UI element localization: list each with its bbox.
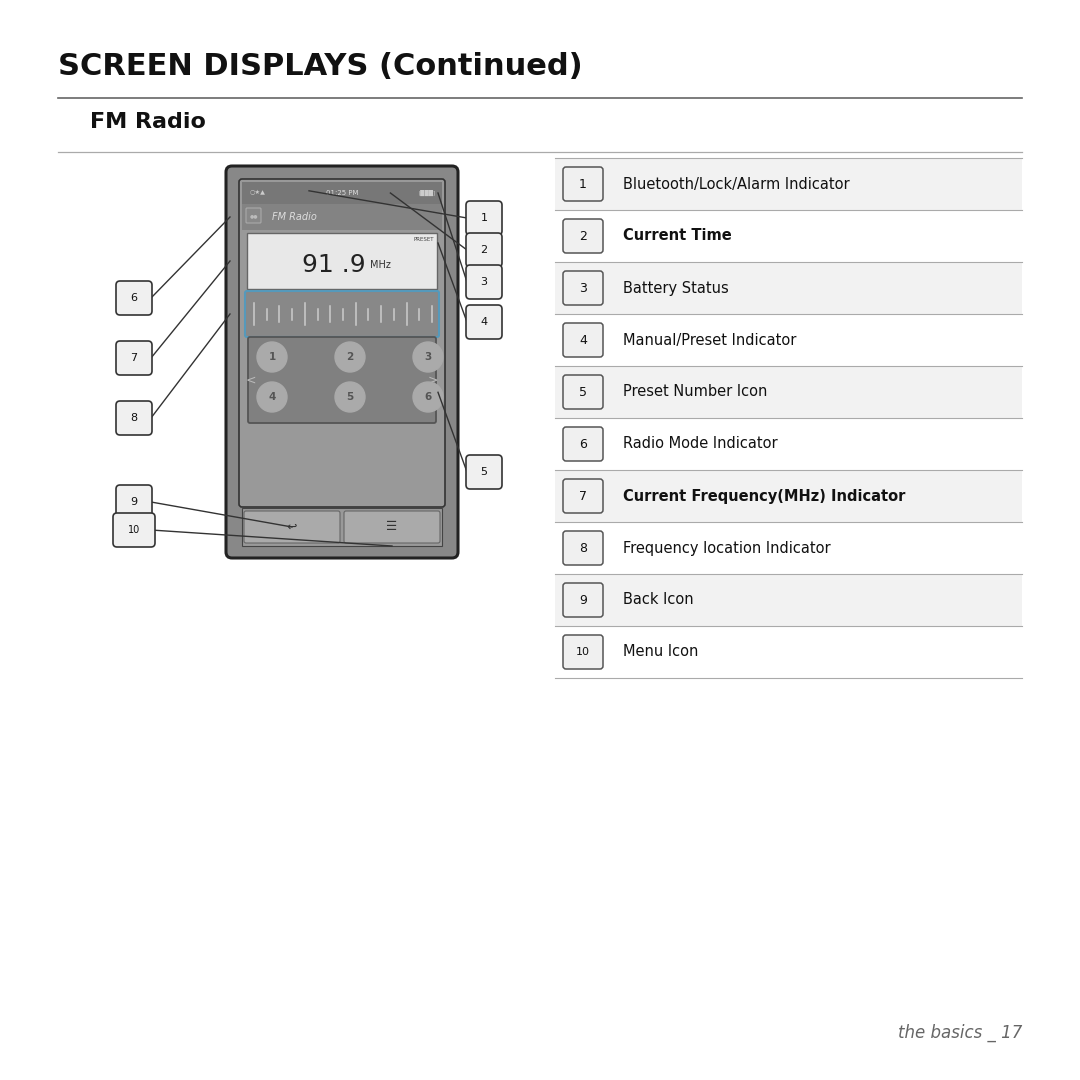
FancyBboxPatch shape: [239, 179, 445, 507]
FancyBboxPatch shape: [465, 305, 502, 339]
Circle shape: [335, 382, 365, 411]
Text: Current Time: Current Time: [623, 229, 732, 243]
Text: 5: 5: [579, 386, 588, 399]
Circle shape: [335, 342, 365, 372]
FancyBboxPatch shape: [465, 455, 502, 489]
Bar: [555, 418, 1022, 470]
FancyBboxPatch shape: [563, 271, 603, 305]
Text: PRESET: PRESET: [414, 237, 434, 242]
Text: 2: 2: [481, 245, 487, 255]
Text: 01:25 PM: 01:25 PM: [326, 190, 359, 195]
FancyBboxPatch shape: [116, 401, 152, 435]
Text: 10: 10: [576, 647, 590, 657]
Bar: [242, 183, 442, 204]
Text: Back Icon: Back Icon: [623, 593, 693, 607]
Text: 9: 9: [131, 497, 137, 507]
Text: 7: 7: [579, 489, 588, 502]
FancyBboxPatch shape: [345, 511, 440, 543]
FancyBboxPatch shape: [113, 513, 156, 546]
Text: 5: 5: [347, 392, 353, 402]
Text: 1: 1: [579, 177, 586, 190]
FancyBboxPatch shape: [563, 583, 603, 617]
Bar: [555, 522, 1022, 573]
Text: 3: 3: [579, 282, 586, 295]
Text: Current Frequency(MHz) Indicator: Current Frequency(MHz) Indicator: [623, 488, 905, 503]
Circle shape: [257, 342, 287, 372]
FancyBboxPatch shape: [465, 201, 502, 235]
Text: Menu Icon: Menu Icon: [623, 645, 699, 660]
FancyBboxPatch shape: [465, 233, 502, 267]
Bar: [555, 470, 1022, 522]
Bar: [555, 210, 1022, 262]
FancyBboxPatch shape: [563, 219, 603, 253]
FancyBboxPatch shape: [563, 427, 603, 461]
Bar: [247, 233, 437, 289]
FancyBboxPatch shape: [116, 341, 152, 375]
Circle shape: [413, 382, 443, 411]
Bar: [555, 262, 1022, 314]
Text: [███]: [███]: [419, 190, 436, 197]
Text: MHz: MHz: [370, 260, 391, 270]
Bar: [555, 366, 1022, 418]
FancyBboxPatch shape: [465, 265, 502, 299]
Text: 10: 10: [127, 525, 140, 535]
Circle shape: [257, 382, 287, 411]
FancyBboxPatch shape: [116, 485, 152, 519]
FancyBboxPatch shape: [563, 323, 603, 357]
Text: 3: 3: [481, 276, 487, 287]
FancyBboxPatch shape: [563, 480, 603, 513]
Text: ☰: ☰: [387, 521, 397, 534]
Text: 9: 9: [579, 594, 586, 607]
Text: 2: 2: [347, 352, 353, 362]
Text: Bluetooth/Lock/Alarm Indicator: Bluetooth/Lock/Alarm Indicator: [623, 176, 850, 191]
FancyBboxPatch shape: [563, 531, 603, 565]
Bar: [555, 573, 1022, 626]
Circle shape: [413, 342, 443, 372]
Text: 8: 8: [131, 413, 137, 423]
FancyBboxPatch shape: [563, 375, 603, 409]
FancyBboxPatch shape: [563, 635, 603, 669]
Text: Frequency location Indicator: Frequency location Indicator: [623, 540, 831, 555]
Text: SCREEN DISPLAYS (Continued): SCREEN DISPLAYS (Continued): [58, 52, 582, 81]
Text: Preset Number Icon: Preset Number Icon: [623, 384, 768, 400]
Text: ●●: ●●: [249, 214, 258, 218]
Text: FM Radio: FM Radio: [90, 112, 206, 132]
Text: 4: 4: [481, 318, 487, 327]
Text: 4: 4: [579, 334, 586, 347]
Text: 8: 8: [579, 541, 588, 554]
FancyBboxPatch shape: [245, 291, 438, 337]
Bar: [555, 158, 1022, 210]
Bar: [555, 314, 1022, 366]
Text: 7: 7: [131, 353, 137, 363]
Text: FM Radio: FM Radio: [272, 212, 316, 222]
Text: Manual/Preset Indicator: Manual/Preset Indicator: [623, 333, 796, 348]
Text: 5: 5: [481, 467, 487, 477]
Text: Radio Mode Indicator: Radio Mode Indicator: [623, 436, 778, 451]
Text: <: <: [246, 374, 257, 387]
Text: 1: 1: [481, 213, 487, 222]
Text: ↩: ↩: [287, 521, 297, 534]
Text: 91 .9: 91 .9: [302, 253, 366, 276]
Text: Battery Status: Battery Status: [623, 281, 729, 296]
FancyBboxPatch shape: [244, 511, 340, 543]
Text: 3: 3: [424, 352, 432, 362]
Text: 2: 2: [579, 230, 586, 243]
Text: 4: 4: [268, 392, 275, 402]
Text: 1: 1: [268, 352, 275, 362]
FancyBboxPatch shape: [116, 281, 152, 315]
Bar: [242, 508, 442, 546]
Text: ○★▲: ○★▲: [249, 190, 266, 195]
Text: the basics _ 17: the basics _ 17: [897, 1024, 1022, 1042]
Text: 6: 6: [131, 293, 137, 303]
Text: >: >: [428, 374, 438, 387]
Text: 6: 6: [424, 392, 432, 402]
FancyBboxPatch shape: [246, 208, 261, 222]
Text: 6: 6: [579, 437, 586, 450]
FancyBboxPatch shape: [248, 337, 436, 423]
FancyBboxPatch shape: [563, 167, 603, 201]
Bar: [242, 204, 442, 230]
FancyBboxPatch shape: [226, 166, 458, 558]
Bar: [555, 626, 1022, 678]
